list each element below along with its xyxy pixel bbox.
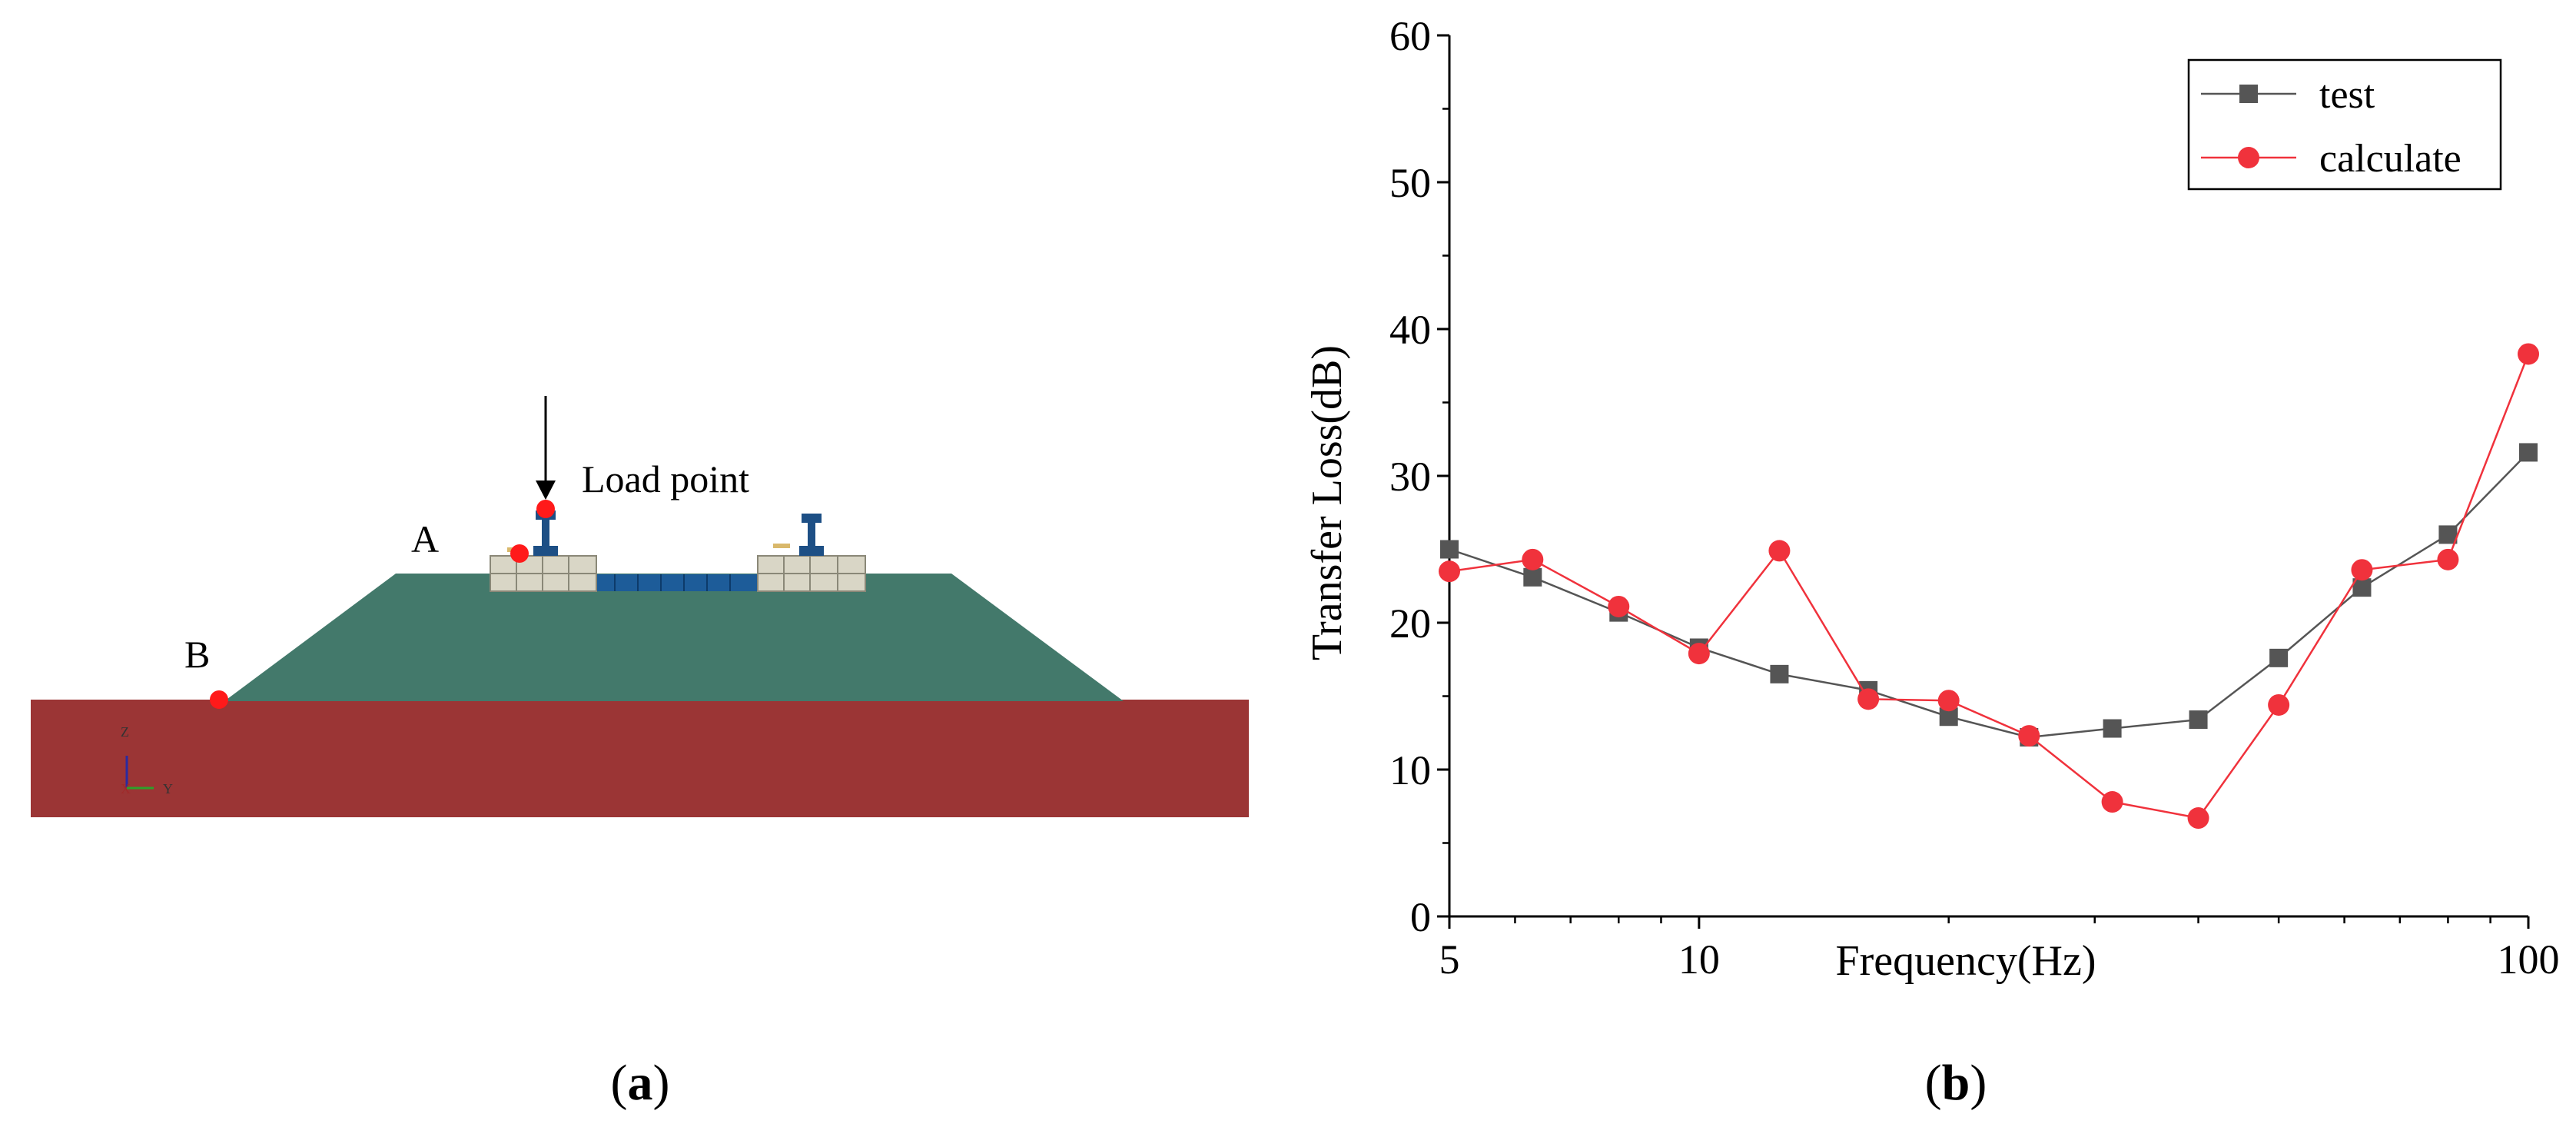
point-b-marker (210, 690, 228, 709)
svg-text:(a): (a) (611, 1055, 670, 1111)
y-tick-label: 10 (1389, 747, 1431, 793)
data-point-calculate (2351, 559, 2373, 581)
caption-close: ) (1970, 1055, 1987, 1111)
point-a-marker (510, 544, 529, 563)
load-point-label: Load point (582, 457, 749, 500)
data-point-calculate (1522, 548, 1544, 570)
caption-letter-a: a (628, 1055, 653, 1111)
y-axis-label: Transfer Loss(dB) (1303, 345, 1351, 660)
legend-marker-calculate (2238, 147, 2259, 168)
data-point-test (2269, 648, 2289, 667)
data-point-calculate (1608, 595, 1630, 617)
y-tick-label: 20 (1389, 600, 1431, 647)
chart-series (1439, 343, 2539, 830)
triad-z-label: Z (121, 724, 129, 740)
data-point-calculate (2268, 693, 2290, 716)
data-point-calculate (1768, 540, 1791, 562)
transfer-loss-chart: 0 10 20 30 40 50 60 5 10 100 Frequency(Hz) Transf… (1303, 13, 2560, 1111)
point-b-label: B (184, 633, 210, 676)
x-tick-label: 5 (1439, 936, 1460, 983)
caption-close: ) (653, 1055, 670, 1111)
base-layer-strip (592, 574, 761, 591)
triad-x-label: X (121, 781, 131, 796)
y-tick-label: 60 (1389, 13, 1431, 59)
data-point-calculate (2187, 807, 2209, 830)
x-tick-label: 100 (2498, 936, 2560, 983)
data-point-calculate (2437, 548, 2459, 570)
data-point-calculate (2018, 725, 2040, 747)
series-line-test (1449, 451, 2529, 739)
series-line-calculate (1449, 354, 2530, 820)
embankment-body (224, 574, 1124, 701)
data-point-test (1770, 664, 1789, 683)
triad-y-label: Y (163, 781, 173, 796)
data-point-calculate (1688, 643, 1710, 665)
svg-text:(b): (b) (1925, 1055, 1987, 1111)
data-point-test (2103, 719, 2122, 738)
panel-a-caption: (a) (611, 1055, 670, 1111)
panel-b-caption: (b) (1925, 1055, 1987, 1111)
right-track-slab (757, 555, 866, 592)
legend-label-test: test (2319, 73, 2375, 117)
x-tick-label: 10 (1678, 936, 1720, 983)
data-point-calculate (1439, 560, 1460, 583)
legend-box (2187, 58, 2502, 191)
data-point-calculate (2101, 791, 2123, 813)
chart-legend: test calculate (2187, 58, 2502, 191)
point-a-label: A (411, 517, 439, 560)
y-tick-label: 40 (1389, 307, 1431, 353)
load-arrow (536, 396, 556, 500)
data-point-test (2519, 443, 2538, 462)
left-track-slab (490, 555, 597, 592)
legend-label-calculate: calculate (2319, 137, 2461, 181)
ground-layer (31, 700, 1249, 817)
caption-letter-b: b (1942, 1055, 1970, 1111)
base-layer-grid (614, 574, 731, 591)
load-point-marker (536, 500, 555, 518)
y-tick-label: 30 (1389, 454, 1431, 500)
caption-open: ( (1925, 1055, 1942, 1111)
right-rail (773, 514, 824, 556)
data-point-calculate (2518, 343, 2539, 365)
x-axis-label: Frequency(Hz) (1836, 937, 2096, 985)
data-point-test (1523, 567, 1542, 587)
data-point-test (2438, 525, 2458, 544)
data-point-calculate (1857, 688, 1880, 710)
panel-a-model-diagram: Load point A B Z X Y (a) (31, 396, 1249, 1111)
data-point-calculate (1937, 690, 1960, 712)
y-tick-label: 50 (1389, 160, 1431, 206)
caption-open: ( (611, 1055, 628, 1111)
legend-marker-test (2239, 85, 2258, 103)
chart-ticks: 0 10 20 30 40 50 60 5 10 100 (1389, 13, 2560, 983)
y-tick-label: 0 (1410, 894, 1431, 940)
coordinate-triad: Z X Y (121, 724, 173, 796)
data-point-test (1440, 540, 1459, 559)
data-point-test (2189, 710, 2208, 730)
